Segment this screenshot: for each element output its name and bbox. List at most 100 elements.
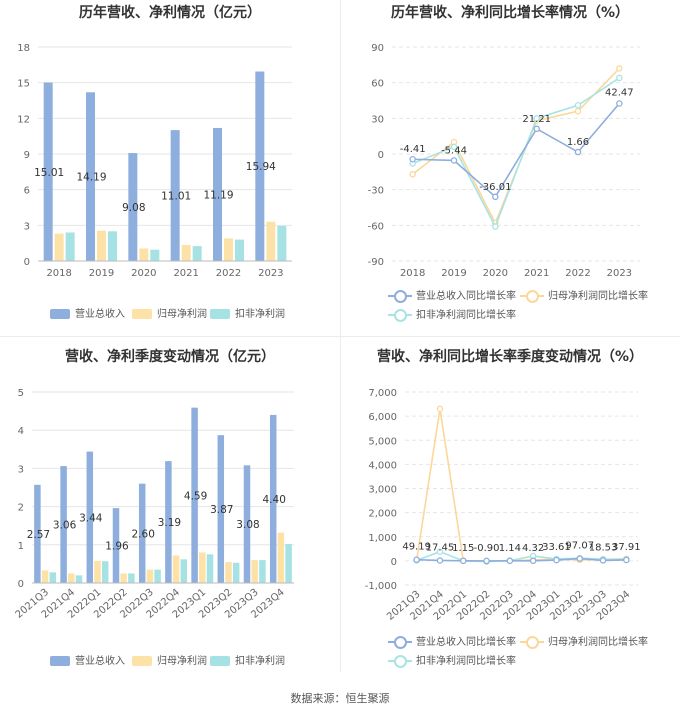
data-label: 1.96: [105, 541, 129, 553]
data-label: 33.61: [542, 542, 571, 553]
legend-label: 扣非净利润: [235, 656, 285, 667]
legend-deducted-growth[interactable]: 扣非净利润同比增长率: [388, 306, 516, 322]
data-label: -4.41: [400, 144, 426, 155]
y-tick-label: 9: [24, 150, 30, 161]
legend-label: 营业总收入同比增长率: [416, 637, 516, 648]
y-tick-label: -90: [368, 257, 384, 268]
data-point: [529, 557, 537, 565]
y-tick-label: 7,000: [368, 388, 397, 399]
data-label: 3.06: [53, 520, 77, 532]
y-tick-label: 2,000: [368, 509, 397, 520]
data-label: 97.07: [565, 541, 594, 552]
series-line-revenue: [412, 102, 620, 199]
legend-net-growth[interactable]: 归母净利润同比增长率: [520, 287, 648, 303]
y-tick-label: 0: [378, 150, 384, 161]
y-tick-label: 30: [371, 114, 384, 125]
legend-net[interactable]: 归母净利润: [132, 305, 207, 320]
legend-swatch-net: [132, 309, 152, 319]
x-tick-label: 2022: [216, 268, 241, 279]
legend-swatch-revenue-growth: [388, 636, 412, 649]
data-point: [616, 65, 623, 72]
legend-revenue[interactable]: 营业总收入: [50, 305, 125, 320]
bar-net-profit: [181, 244, 191, 261]
bar-net-profit: [94, 560, 101, 583]
bar-revenue: [217, 435, 225, 583]
series-line-deducted-profit: [412, 77, 620, 229]
data-label: 3.44: [79, 512, 103, 524]
bar-net-profit: [41, 570, 49, 583]
data-label: 1.14: [499, 543, 521, 554]
data-point: [436, 557, 444, 564]
legend-revenue[interactable]: 营业总收入: [50, 652, 125, 667]
legend-label: 归母净利润: [157, 309, 207, 320]
y-tick-label: 0: [391, 557, 397, 568]
data-label: 3.87: [210, 504, 233, 516]
legend-swatch-revenue: [50, 309, 70, 319]
data-label: 18.53: [589, 542, 618, 553]
legend-revenue-growth[interactable]: 营业总收入同比增长率: [388, 287, 516, 303]
bar-deducted-profit: [277, 225, 287, 261]
y-tick-label: 60: [371, 79, 384, 90]
bar-net-profit: [54, 233, 64, 261]
legend-label: 扣非净利润: [235, 309, 285, 320]
bar-revenue: [34, 484, 41, 583]
series-line-revenue: [416, 557, 627, 562]
bar-revenue: [269, 414, 277, 583]
data-point: [599, 557, 607, 564]
y-tick-label: 0: [24, 257, 30, 268]
legend-net-growth[interactable]: 归母净利润同比增长率: [520, 633, 648, 649]
y-tick-label: 2: [18, 503, 24, 514]
bar-deducted-profit: [108, 231, 117, 261]
data-point: [409, 155, 416, 163]
data-label: 42.47: [605, 88, 634, 99]
y-tick-label: 1: [18, 541, 24, 552]
bar-deducted-profit: [235, 239, 244, 261]
y-tick-label: -1,000: [365, 581, 397, 592]
y-tick-label: 1,000: [368, 533, 397, 544]
x-tick-label: 2023: [258, 268, 283, 279]
x-tick-label: 2020: [483, 268, 508, 279]
quarterly-revenue-profit-panel: 营收、净利季度变动情况（亿元） 0 1 2 3 4 5 2.57 2021Q3 3.06 2021…: [0, 340, 340, 680]
legend-revenue-growth[interactable]: 营业总收入同比增长率: [388, 633, 516, 649]
data-label: 11.19: [203, 189, 233, 201]
data-source: 数据来源：恒生聚源: [290, 692, 390, 705]
annual-growth-panel: 历年营收、净利同比增长率情况（%） -90 -60 -30 0 30 60 90 2018 20…: [340, 0, 680, 340]
data-point: [506, 557, 514, 565]
data-label: 15.01: [34, 167, 64, 179]
data-label: 3.19: [158, 517, 181, 529]
bar-deducted-profit: [232, 562, 240, 583]
annual-growth-chart: -90 -60 -30 0 30 60 90 2018 2019 2020 2021 2022 2023…: [368, 43, 640, 279]
legend-deducted[interactable]: 扣非净利润: [210, 305, 285, 320]
bar-revenue: [243, 465, 251, 583]
bar-deducted-profit: [101, 561, 109, 583]
legend-swatch-net: [132, 656, 152, 666]
data-label: 14.19: [76, 172, 106, 184]
y-tick-label: 90: [371, 43, 384, 54]
x-tick-label: 2021: [524, 268, 549, 279]
legend-deducted[interactable]: 扣非净利润: [210, 652, 285, 667]
legend-swatch-deducted: [210, 656, 230, 666]
bar-net-profit: [199, 552, 206, 583]
series-line-net-profit: [415, 408, 627, 563]
bar-net-profit: [172, 555, 180, 583]
legend-net[interactable]: 归母净利润: [132, 652, 207, 667]
y-tick-label: 15: [17, 79, 30, 90]
bar-revenue: [128, 153, 138, 261]
data-point: [574, 102, 582, 109]
y-tick-label: 4: [18, 426, 24, 437]
bar-deducted-profit: [154, 569, 161, 583]
chart-title: 营收、净利季度变动情况（亿元）: [65, 349, 275, 365]
bar-deducted-profit: [285, 544, 292, 583]
bar-deducted-profit: [150, 249, 160, 261]
legend-label: 营业总收入同比增长率: [416, 291, 516, 302]
y-tick-label: 3,000: [368, 485, 397, 496]
bar-revenue: [165, 461, 172, 583]
bar-net-profit: [251, 560, 258, 583]
bar-net-profit: [266, 221, 276, 261]
data-label: -36.01: [479, 182, 511, 193]
bar-deducted-profit: [49, 572, 57, 583]
data-label: 4.32: [522, 543, 544, 554]
legend-deducted-growth[interactable]: 扣非净利润同比增长率: [388, 652, 516, 668]
data-point: [450, 157, 458, 164]
data-label: 4.40: [263, 494, 286, 506]
